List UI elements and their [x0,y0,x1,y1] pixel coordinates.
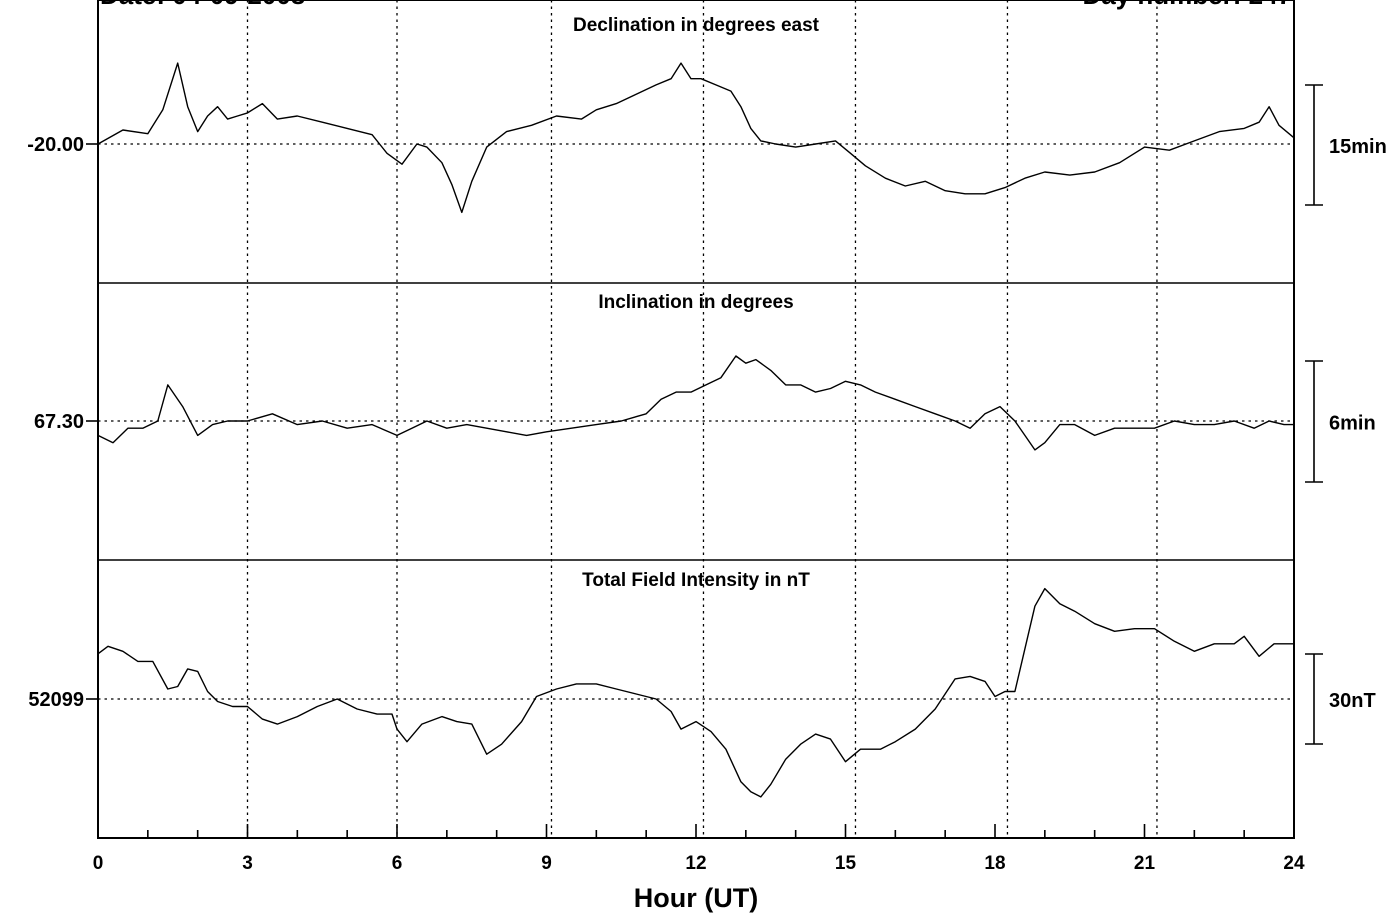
panel-title: Inclination in degrees [598,292,793,313]
x-tick-label: 21 [1134,853,1156,874]
panel-3: Total Field Intensity in nT 52099 30nT [28,570,1376,798]
x-tick-label: 3 [242,853,253,874]
scale-label: 15min [1329,136,1387,158]
x-tick-label: 12 [685,853,706,874]
scale-bar [1305,360,1323,483]
x-tick-label: 24 [1283,853,1305,874]
reference-value-label: 52099 [28,689,84,711]
vertical-gridlines [246,0,1158,838]
x-tick-label: 6 [392,853,403,874]
x-tick-label: 15 [835,853,857,874]
x-axis-title: Hour (UT) [634,883,758,913]
panel-title: Total Field Intensity in nT [582,570,810,591]
day-number-label: Day number: 247 [1082,0,1292,10]
x-tick-label: 9 [541,853,552,874]
reference-value-label: -20.00 [27,134,84,156]
x-axis: 0 3 6 9 12 15 18 21 24 [93,824,1305,874]
data-trace [97,62,1295,214]
data-trace [97,355,1294,451]
data-trace [97,587,1294,798]
x-tick-label: 18 [984,853,1005,874]
reference-value-label: 67.30 [34,411,84,433]
plot-frame [97,0,1295,839]
scale-bar [1305,84,1323,206]
scale-label: 30nT [1329,690,1376,712]
panel-2: Inclination in degrees 67.30 6min [34,292,1376,483]
scale-bar [1305,653,1323,745]
date-label: Date: 04-09-2008 [100,0,305,10]
x-tick-label: 0 [93,853,104,874]
panels: Declination in degrees east -20.00 15min In… [27,15,1387,798]
panel-title: Declination in degrees east [573,15,820,36]
panel-1: Declination in degrees east -20.00 15min [27,15,1387,214]
scale-label: 6min [1329,413,1376,435]
